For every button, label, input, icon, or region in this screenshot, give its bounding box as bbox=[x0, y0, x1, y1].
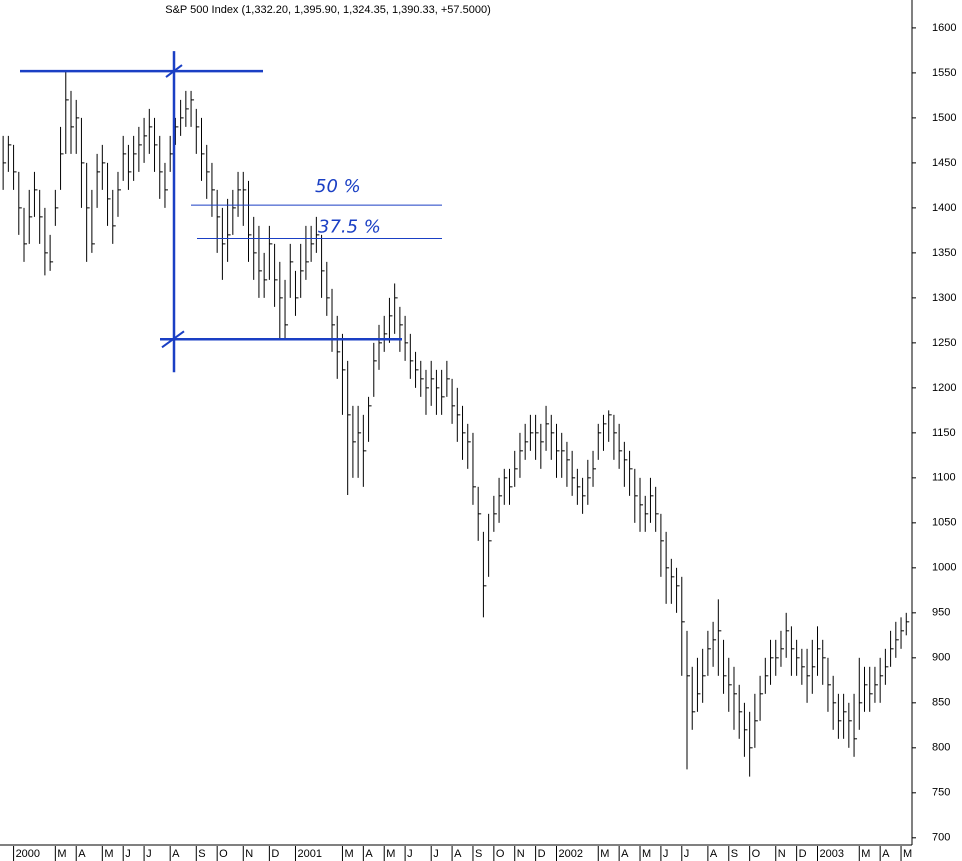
x-tick-label: N bbox=[245, 848, 253, 860]
chart-title: S&P 500 Index (1,332.20, 1,395.90, 1,324… bbox=[165, 4, 490, 16]
y-tick-label: 900 bbox=[932, 652, 950, 664]
y-tick-label: 1450 bbox=[932, 157, 956, 169]
x-tick-label: A bbox=[172, 848, 180, 860]
x-tick-label: D bbox=[799, 848, 807, 860]
x-tick-label: A bbox=[882, 848, 890, 860]
y-tick-label: 1600 bbox=[932, 22, 956, 34]
x-tick-label: 2002 bbox=[558, 848, 582, 860]
x-tick-label: M bbox=[600, 848, 609, 860]
x-tick-label: J bbox=[684, 848, 690, 860]
x-tick-label: M bbox=[104, 848, 113, 860]
x-tick-label: M bbox=[903, 848, 912, 860]
x-tick-label: M bbox=[344, 848, 353, 860]
x-tick-label: M bbox=[57, 848, 66, 860]
y-tick-label: 750 bbox=[932, 787, 950, 799]
y-tick-label: 1400 bbox=[932, 202, 956, 214]
y-tick-label: 1500 bbox=[932, 112, 956, 124]
x-tick-label: 2003 bbox=[820, 848, 844, 860]
x-tick-label: S bbox=[475, 848, 482, 860]
x-tick-label: O bbox=[219, 848, 228, 860]
x-tick-label: A bbox=[621, 848, 629, 860]
x-tick-label: M bbox=[386, 848, 395, 860]
y-tick-label: 1300 bbox=[932, 292, 956, 304]
range-mark bbox=[161, 330, 185, 349]
x-tick-label: A bbox=[78, 848, 86, 860]
y-tick-label: 1100 bbox=[932, 472, 956, 484]
x-tick-label: A bbox=[365, 848, 373, 860]
x-tick-label: A bbox=[710, 848, 718, 860]
x-tick-label: J bbox=[433, 848, 439, 860]
x-tick-label: J bbox=[146, 848, 152, 860]
range-mark bbox=[165, 64, 183, 78]
x-tick-label: J bbox=[125, 848, 131, 860]
x-tick-label: 2001 bbox=[297, 848, 321, 860]
y-tick-label: 700 bbox=[932, 832, 950, 844]
x-tick-label: O bbox=[752, 848, 761, 860]
y-tick-label: 850 bbox=[932, 697, 950, 709]
x-tick-label: S bbox=[731, 848, 738, 860]
y-tick-label: 1150 bbox=[932, 427, 956, 439]
x-tick-label: J bbox=[407, 848, 413, 860]
y-tick-label: 950 bbox=[932, 607, 950, 619]
x-tick-label: N bbox=[517, 848, 525, 860]
retracement-label: 50 % bbox=[315, 176, 361, 197]
y-tick-label: 1200 bbox=[932, 382, 956, 394]
retracement-label: 37.5 % bbox=[318, 216, 381, 237]
y-tick-label: 1550 bbox=[932, 67, 956, 79]
x-tick-label: N bbox=[778, 848, 786, 860]
x-tick-label: O bbox=[496, 848, 505, 860]
x-tick-label: A bbox=[454, 848, 462, 860]
x-tick-label: M bbox=[861, 848, 870, 860]
x-tick-label: M bbox=[642, 848, 651, 860]
y-tick-label: 1000 bbox=[932, 562, 956, 574]
y-tick-label: 800 bbox=[932, 742, 950, 754]
y-tick-label: 1350 bbox=[932, 247, 956, 259]
x-tick-label: S bbox=[198, 848, 205, 860]
x-tick-label: J bbox=[663, 848, 669, 860]
y-tick-label: 1050 bbox=[932, 517, 956, 529]
x-tick-label: D bbox=[271, 848, 279, 860]
x-tick-label: 2000 bbox=[16, 848, 40, 860]
x-tick-label: D bbox=[538, 848, 546, 860]
y-tick-label: 1250 bbox=[932, 337, 956, 349]
